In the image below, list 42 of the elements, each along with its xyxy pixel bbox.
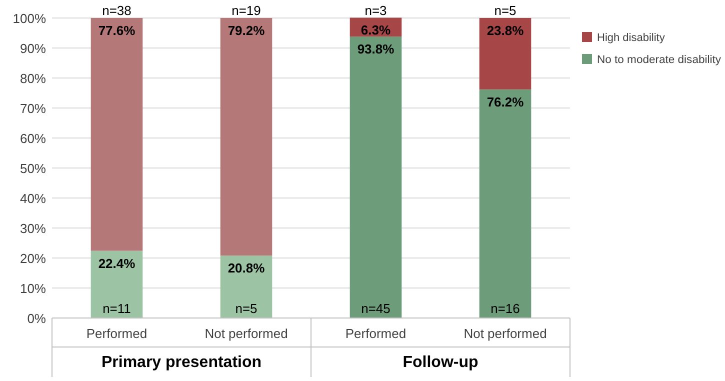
legend-label: High disability (597, 32, 666, 44)
annotation: n=45 (361, 301, 390, 316)
y-tick-label: 0% (27, 311, 46, 326)
bar (220, 256, 272, 318)
data-label: 79.2% (228, 23, 266, 38)
data-label: 23.8% (486, 23, 524, 38)
annotation: n=3 (364, 3, 387, 18)
y-tick-label: 90% (20, 41, 46, 56)
text: Follow-up (402, 354, 478, 371)
bar (220, 18, 272, 256)
annotation: n=11 (102, 301, 131, 316)
y-tick-label: 60% (20, 131, 46, 146)
x-tick-label: Performed (86, 326, 148, 341)
annotation: n=5 (494, 3, 516, 18)
bar (90, 250, 143, 318)
x-tick-label: Not performed (464, 326, 547, 341)
data-label: 20.8% (228, 260, 266, 276)
y-tick-label: 100% (12, 11, 46, 26)
y-tick-label: 20% (20, 251, 46, 266)
data-label: 77.6% (98, 23, 136, 38)
y-tick-label: 70% (20, 101, 46, 116)
y-tick-label: 80% (20, 71, 46, 86)
y-tick-label: 50% (20, 161, 46, 176)
x-tick-label: Not performed (204, 326, 288, 341)
bar (90, 18, 143, 251)
bar (479, 89, 532, 318)
bar (350, 36, 402, 318)
x-tick-label: Performed (345, 326, 406, 341)
annotation: n=38 (102, 3, 132, 18)
data-label: 6.3% (360, 22, 391, 38)
annotation: n=19 (232, 3, 261, 18)
legend-label: No to moderate disability (597, 54, 722, 66)
text: Primary presentation (101, 354, 262, 371)
bar (479, 18, 532, 90)
data-label: 93.8% (357, 42, 395, 57)
annotation: n=16 (490, 301, 520, 316)
data-label: 22.4% (98, 256, 136, 271)
y-tick-label: 40% (20, 191, 46, 206)
annotation: n=5 (235, 301, 258, 316)
y-tick-label: 30% (20, 221, 46, 236)
y-tick-label: 10% (20, 281, 46, 296)
data-label: 76.2% (486, 94, 524, 110)
